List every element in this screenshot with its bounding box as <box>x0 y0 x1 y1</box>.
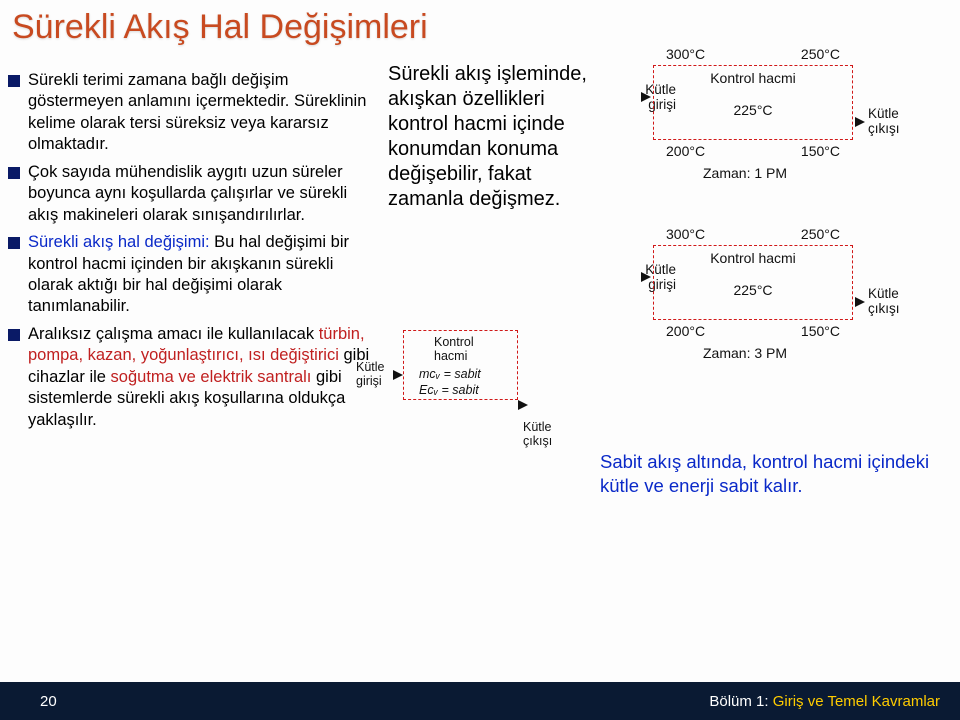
arrow-icon <box>855 297 865 307</box>
label-mass-out: Kütle çıkışı <box>868 107 900 137</box>
right-column-text: Sürekli akış işleminde, akışkan özellikl… <box>388 62 593 212</box>
time-label: Zaman: 3 PM <box>703 345 787 361</box>
bullet-icon <box>8 237 20 249</box>
bullet-item: Sürekli akış hal değişimi: Bu hal değişi… <box>8 232 378 318</box>
label-mass-out: Kütle çıkışı <box>523 420 568 449</box>
bullet-text: Aralıksız çalışma amacı ile kullanılacak… <box>28 324 378 431</box>
bullet-icon <box>8 167 20 179</box>
control-volume-box: Kontrol hacmi 300°C 250°C 225°C 200°C 15… <box>653 65 853 140</box>
label-cv-title: Kontrol hacmi <box>710 250 796 266</box>
arrow-icon <box>855 117 865 127</box>
temp-label: 300°C <box>666 46 705 62</box>
bullet-icon <box>8 329 20 341</box>
arrow-icon <box>518 400 528 410</box>
label-cv-title: Kontrol hacmi <box>710 70 796 86</box>
temp-label: 200°C <box>666 143 705 159</box>
bullet-highlight: Sürekli akış hal değişimi: <box>28 233 210 251</box>
chapter-name: Giriş ve Temel Kavramlar <box>773 693 940 710</box>
slide-title: Sürekli Akış Hal Değişimleri <box>12 8 428 47</box>
page-number: 20 <box>40 693 57 710</box>
bullet-item: Sürekli terimi zamana bağlı değişim göst… <box>8 70 378 156</box>
label-mcv: mᴄᵥ = sabit <box>419 367 481 381</box>
temp-label: 250°C <box>801 226 840 242</box>
temp-label: 200°C <box>666 323 705 339</box>
temp-label: 150°C <box>801 323 840 339</box>
bullet-item: Aralıksız çalışma amacı ile kullanılacak… <box>8 324 378 431</box>
temp-label: 150°C <box>801 143 840 159</box>
big-figures: Kütle girişi Kontrol hacmi 300°C 250°C 2… <box>598 65 958 390</box>
chapter-prefix: Bölüm 1: <box>709 693 772 710</box>
bullet-red: soğutma ve elektrik santralı <box>111 368 312 386</box>
arrow-icon <box>393 370 403 380</box>
bullet-text: Sürekli akış hal değişimi: Bu hal değişi… <box>28 232 378 318</box>
bullet-item: Çok sayıda mühendislik aygıtı uzun sürel… <box>8 162 378 226</box>
label-ecv: Eᴄᵥ = sabit <box>419 383 479 397</box>
figure-caption: Sabit akış altında, kontrol hacmi içinde… <box>600 450 940 498</box>
control-volume-box: Kontrol hacmi mᴄᵥ = sabit Eᴄᵥ = sabit <box>403 330 518 400</box>
temp-label: 225°C <box>733 102 772 118</box>
bullet-icon <box>8 75 20 87</box>
slide: Sürekli Akış Hal Değişimleri Sürekli ter… <box>0 0 960 720</box>
control-volume-box: Kontrol hacmi 300°C 250°C 225°C 200°C 15… <box>653 245 853 320</box>
temp-label: 225°C <box>733 282 772 298</box>
label-cv: Kontrol hacmi <box>434 335 474 364</box>
bullet-text: Sürekli terimi zamana bağlı değişim göst… <box>28 70 378 156</box>
small-figure: Kütle girişi Kontrol hacmi mᴄᵥ = sabit E… <box>358 330 598 460</box>
time-label: Zaman: 1 PM <box>703 165 787 181</box>
chapter-label: Bölüm 1: Giriş ve Temel Kavramlar <box>709 693 940 710</box>
temp-label: 250°C <box>801 46 840 62</box>
footer: 20 Bölüm 1: Giriş ve Temel Kavramlar <box>0 682 960 720</box>
figure-1pm: Kütle girişi Kontrol hacmi 300°C 250°C 2… <box>598 65 958 210</box>
arrow-icon <box>641 272 651 282</box>
bullet-list: Sürekli terimi zamana bağlı değişim göst… <box>8 70 378 437</box>
arrow-icon <box>641 92 651 102</box>
temp-label: 300°C <box>666 226 705 242</box>
bullet-text-span: Aralıksız çalışma amacı ile kullanılacak <box>28 325 319 343</box>
bullet-text: Çok sayıda mühendislik aygıtı uzun sürel… <box>28 162 378 226</box>
figure-3pm: Kütle girişi Kontrol hacmi 300°C 250°C 2… <box>598 245 958 390</box>
label-mass-out: Kütle çıkışı <box>868 287 900 317</box>
